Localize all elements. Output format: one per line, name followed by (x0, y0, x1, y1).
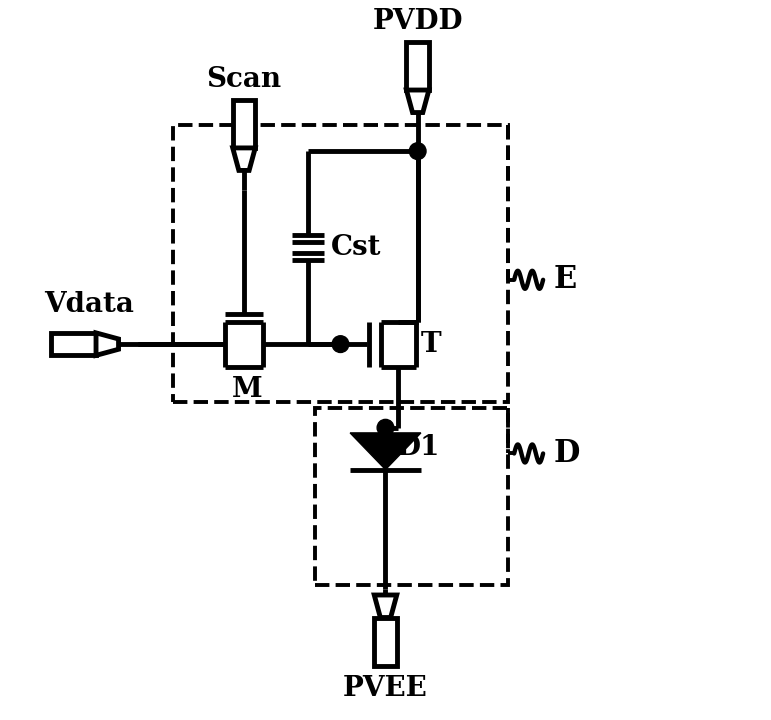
Text: D: D (554, 438, 581, 469)
Text: D1: D1 (397, 434, 440, 462)
Bar (233, 99, 255, 148)
Polygon shape (350, 433, 421, 469)
Text: PVDD: PVDD (372, 9, 463, 35)
Bar (315, 408, 508, 585)
Circle shape (377, 419, 394, 436)
Bar (406, 42, 429, 90)
Polygon shape (96, 333, 119, 356)
Text: Cst: Cst (331, 234, 382, 261)
Text: Vdata: Vdata (45, 292, 134, 318)
Polygon shape (406, 90, 429, 112)
Text: PVEE: PVEE (343, 675, 428, 703)
Text: M: M (232, 377, 262, 403)
Text: E: E (554, 264, 577, 295)
Polygon shape (233, 148, 255, 171)
Bar (374, 618, 397, 666)
Text: Scan: Scan (207, 66, 281, 94)
Circle shape (409, 143, 426, 160)
Text: T: T (421, 330, 442, 358)
Bar (173, 125, 508, 402)
Bar (51, 333, 96, 356)
Polygon shape (374, 595, 397, 618)
Circle shape (332, 336, 348, 353)
